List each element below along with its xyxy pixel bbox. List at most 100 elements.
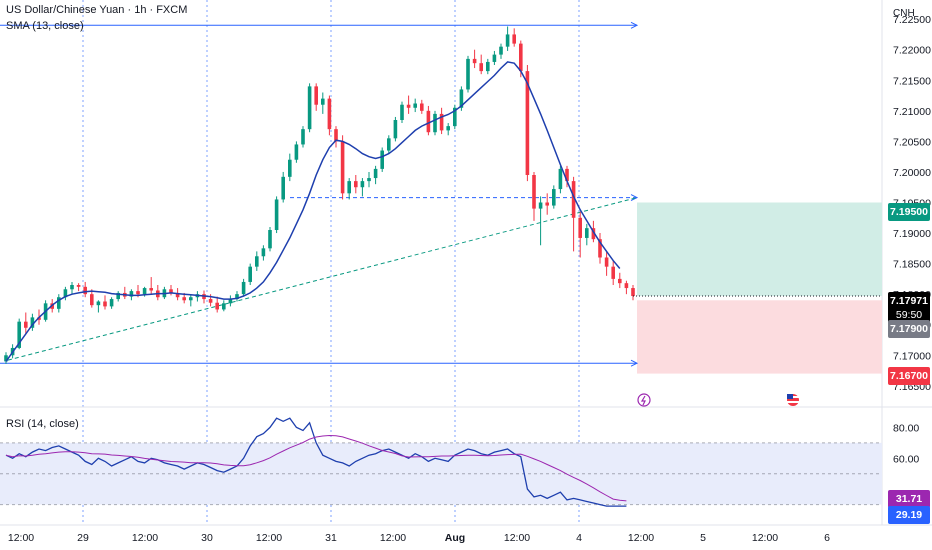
rsi-ma-tag: 31.71 bbox=[888, 490, 930, 508]
candle-body bbox=[261, 248, 266, 257]
candle-body bbox=[624, 283, 629, 289]
time-axis-label: 5 bbox=[700, 532, 706, 544]
candle-body bbox=[288, 159, 292, 177]
candle-body bbox=[76, 285, 81, 287]
candle-body bbox=[340, 141, 345, 194]
sma-indicator-label[interactable]: SMA (13, close) bbox=[6, 20, 84, 32]
candle-body bbox=[281, 176, 285, 200]
rsi-line bbox=[5, 417, 627, 507]
candle-body bbox=[585, 228, 589, 238]
candle-body bbox=[30, 317, 35, 328]
candle-body bbox=[182, 297, 186, 301]
lightning-icon-bolt bbox=[640, 395, 646, 406]
stop-price-tag: 7.16700 bbox=[888, 367, 930, 385]
price-axis-label: 7.19000 bbox=[893, 228, 931, 240]
time-axis-label: 12:00 bbox=[132, 532, 158, 544]
candle-body bbox=[109, 299, 114, 307]
candle-body bbox=[387, 138, 391, 151]
candle-body bbox=[499, 46, 503, 55]
arrow-icon bbox=[630, 194, 639, 202]
candle-body bbox=[611, 266, 615, 279]
candle-body bbox=[472, 58, 477, 64]
candle-body bbox=[512, 34, 516, 44]
price-axis-label: 7.17000 bbox=[893, 350, 931, 362]
price-axis-label: 7.22500 bbox=[893, 14, 931, 26]
candle-body bbox=[24, 321, 28, 328]
candle-body bbox=[294, 144, 299, 160]
candle-body bbox=[83, 286, 87, 295]
price-axis-label: 7.21500 bbox=[893, 75, 931, 87]
current-price-tag: 7.17971 bbox=[888, 292, 930, 310]
price-axis-label: 7.22000 bbox=[893, 45, 931, 57]
candle-body bbox=[505, 34, 510, 47]
candle-body bbox=[406, 104, 411, 108]
candle-body bbox=[149, 288, 153, 291]
time-axis-label: 12:00 bbox=[380, 532, 406, 544]
lightning-icon-ring bbox=[637, 393, 651, 407]
candle-body bbox=[268, 230, 272, 249]
candle-body bbox=[459, 89, 464, 108]
symbol-title[interactable]: US Dollar/Chinese Yuan · 1h · FXCM bbox=[6, 4, 188, 16]
candle-body bbox=[228, 299, 233, 304]
target-zone bbox=[637, 202, 882, 296]
candle-body bbox=[532, 175, 536, 209]
rsi-indicator-label[interactable]: RSI (14, close) bbox=[6, 418, 79, 430]
lightning-icon bbox=[637, 393, 651, 407]
price-axis-label: 7.21000 bbox=[893, 106, 931, 118]
candle-body bbox=[248, 266, 252, 282]
time-axis-label: 12:00 bbox=[628, 532, 654, 544]
candle-body bbox=[420, 103, 424, 111]
candle-body bbox=[552, 189, 556, 206]
candle-body bbox=[604, 257, 609, 267]
candle-body bbox=[578, 217, 582, 238]
candle-body bbox=[367, 178, 371, 182]
candle-body bbox=[380, 150, 384, 169]
price-axis-label: 7.20000 bbox=[893, 167, 931, 179]
candle-body bbox=[307, 86, 312, 130]
us-flag-icon bbox=[787, 394, 799, 406]
candle-body bbox=[598, 239, 602, 258]
candle-body bbox=[208, 299, 213, 303]
candle-body bbox=[241, 281, 246, 295]
candle-body bbox=[103, 301, 107, 307]
candle-body bbox=[235, 294, 239, 300]
us-flag-icon-stripe bbox=[787, 401, 799, 403]
candle-body bbox=[57, 297, 61, 309]
candle-body bbox=[525, 71, 530, 175]
candle-body bbox=[222, 303, 226, 310]
time-axis-label: 12:00 bbox=[8, 532, 34, 544]
candle-body bbox=[439, 113, 444, 131]
bar-countdown: 59:50 bbox=[888, 307, 930, 323]
us-flag-icon-canton bbox=[787, 394, 793, 399]
candle-body bbox=[400, 104, 404, 120]
candle-body bbox=[37, 317, 41, 320]
rsi-axis-label: 80.00 bbox=[893, 422, 919, 434]
candle-body bbox=[453, 107, 457, 127]
candle-body bbox=[479, 63, 483, 72]
candle-body bbox=[571, 181, 576, 218]
candle-body bbox=[314, 86, 318, 105]
candle-body bbox=[354, 181, 358, 188]
target-price-tag: 7.19500 bbox=[888, 203, 930, 221]
candle-body bbox=[519, 43, 523, 72]
candle-body bbox=[90, 294, 94, 306]
candle-body bbox=[618, 278, 622, 284]
candle-body bbox=[393, 120, 398, 139]
candle-body bbox=[129, 291, 134, 297]
candle-body bbox=[327, 98, 332, 130]
candle-body bbox=[274, 199, 279, 230]
candle-body bbox=[215, 302, 219, 310]
candle-body bbox=[413, 103, 417, 108]
candle-body bbox=[255, 256, 259, 267]
candle-body bbox=[116, 292, 120, 300]
candle-body bbox=[558, 168, 563, 190]
candle-body bbox=[136, 291, 140, 295]
candle-body bbox=[486, 61, 490, 72]
candle-body bbox=[175, 292, 180, 298]
price-axis-label: 7.18500 bbox=[893, 259, 931, 271]
time-axis-label: 31 bbox=[325, 532, 337, 544]
time-axis-label: 12:00 bbox=[256, 532, 282, 544]
time-axis-label: 29 bbox=[77, 532, 89, 544]
